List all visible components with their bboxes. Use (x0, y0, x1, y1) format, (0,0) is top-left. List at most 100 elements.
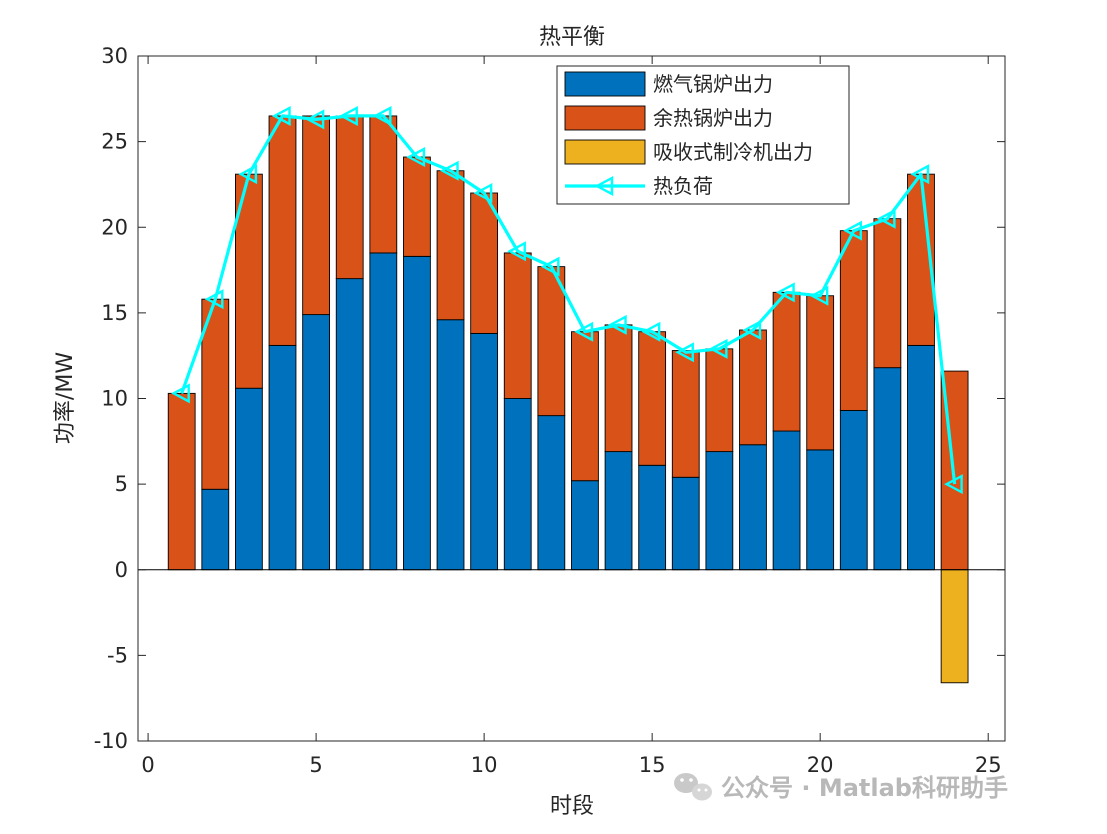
line-marker-18 (742, 320, 762, 340)
line-marker-21 (843, 220, 862, 241)
bar-2-16 (671, 350, 700, 478)
bar-1-2 (201, 488, 230, 571)
bar-2-14 (604, 324, 633, 453)
x-tick-label: 20 (807, 753, 834, 777)
bar-2-10 (470, 192, 499, 334)
wechat-icon (674, 773, 712, 801)
line-marker-11 (507, 241, 526, 262)
line-marker-15 (641, 321, 661, 342)
bar-2-19 (772, 291, 801, 432)
y-axis-title: 功率/MW (53, 352, 78, 444)
bar-2-7 (369, 115, 398, 254)
y-tick-label: 0 (115, 558, 128, 582)
bar-2-21 (839, 230, 868, 411)
line-marker-19 (776, 282, 795, 303)
line-marker-4 (271, 105, 291, 126)
line-marker-5 (305, 109, 325, 130)
x-tick-label: 25 (975, 753, 1002, 777)
line-marker-7 (372, 105, 392, 126)
line-marker-2 (204, 289, 224, 310)
x-tick-label: 10 (471, 753, 498, 777)
bar-2-4 (268, 115, 297, 346)
bar-2-15 (638, 331, 667, 466)
bar-3-24 (940, 569, 969, 684)
bar-1-5 (302, 314, 330, 571)
y-tick-label: -10 (94, 729, 128, 753)
bar-1-9 (436, 319, 465, 571)
bar-1-18 (739, 444, 767, 571)
bar-2-20 (806, 295, 835, 451)
line-marker-6 (339, 105, 358, 126)
y-tick-label: -5 (107, 643, 128, 667)
line-marker-24 (944, 474, 963, 495)
bar-2-9 (436, 170, 465, 321)
bar-2-6 (335, 115, 364, 280)
bar-1-20 (806, 449, 835, 571)
bar-1-4 (268, 344, 297, 571)
bar-2-1 (167, 392, 196, 571)
legend-swatch-3 (564, 139, 646, 165)
legend-marker (594, 176, 614, 196)
bar-1-8 (403, 255, 431, 571)
bar-1-6 (335, 278, 364, 571)
y-tick-label: 20 (101, 215, 128, 239)
bar-2-11 (503, 252, 532, 399)
line-layer (171, 105, 963, 495)
bar-1-10 (470, 332, 499, 571)
line-marker-10 (473, 183, 493, 203)
bar-2-13 (571, 331, 599, 482)
bar-1-13 (571, 480, 599, 571)
bar-1-3 (235, 387, 263, 571)
y-tick-label: 5 (115, 472, 128, 496)
legend-label-4: 热负荷 (653, 174, 713, 198)
bar-1-7 (369, 252, 398, 571)
bar-2-18 (739, 329, 767, 446)
line-marker-3 (238, 164, 258, 185)
line-marker-14 (607, 314, 627, 335)
legend-swatch-1 (564, 71, 646, 97)
line-marker-8 (406, 147, 426, 168)
legend-swatch-2 (564, 105, 646, 131)
bar-2-12 (537, 266, 566, 417)
x-axis-title: 时段 (550, 794, 594, 819)
line-marker-9 (439, 160, 459, 181)
x-tick-label: 5 (309, 753, 322, 777)
bar-1-21 (839, 410, 868, 571)
line-marker-12 (540, 256, 560, 277)
watermark-text: 公众号 · Matlab科研助手 (721, 774, 1008, 802)
line-marker-20 (809, 285, 829, 306)
bar-1-12 (537, 415, 566, 571)
y-tick-label: 25 (101, 130, 128, 154)
line-marker-17 (708, 338, 728, 359)
bar-1-17 (705, 451, 734, 571)
y-tick-label: 30 (101, 44, 128, 68)
line-marker-16 (675, 342, 694, 363)
bar-2-17 (705, 348, 734, 453)
bar-2-8 (403, 156, 431, 257)
y-tick-label: 15 (101, 301, 128, 325)
axes-layer: 0 5 10 15 20 25 -10 -5 0 5 10 15 20 25 30 (94, 44, 1006, 777)
x-tick-label: 0 (141, 753, 154, 777)
bar-1-23 (907, 344, 935, 571)
bar-2-5 (302, 115, 330, 316)
legend-label-2: 余热锅炉出力 (653, 106, 773, 130)
legend-label-3: 吸收式制冷机出力 (653, 140, 813, 164)
line-marker-1 (171, 383, 190, 404)
bar-1-14 (604, 451, 633, 571)
bar-1-11 (503, 398, 532, 571)
legend-label-1: 燃气锅炉出力 (653, 72, 773, 96)
chart-title: 热平衡 (539, 25, 605, 50)
bar-1-16 (671, 476, 700, 571)
bars-layer (167, 115, 969, 684)
line-marker-23 (910, 164, 930, 185)
bar-1-22 (873, 367, 902, 571)
line-marker-22 (876, 208, 896, 229)
bar-1-19 (772, 430, 801, 571)
bar-2-22 (873, 218, 902, 369)
bar-1-15 (638, 464, 667, 571)
x-tick-label: 15 (639, 753, 666, 777)
y-tick-label: 10 (101, 387, 128, 411)
